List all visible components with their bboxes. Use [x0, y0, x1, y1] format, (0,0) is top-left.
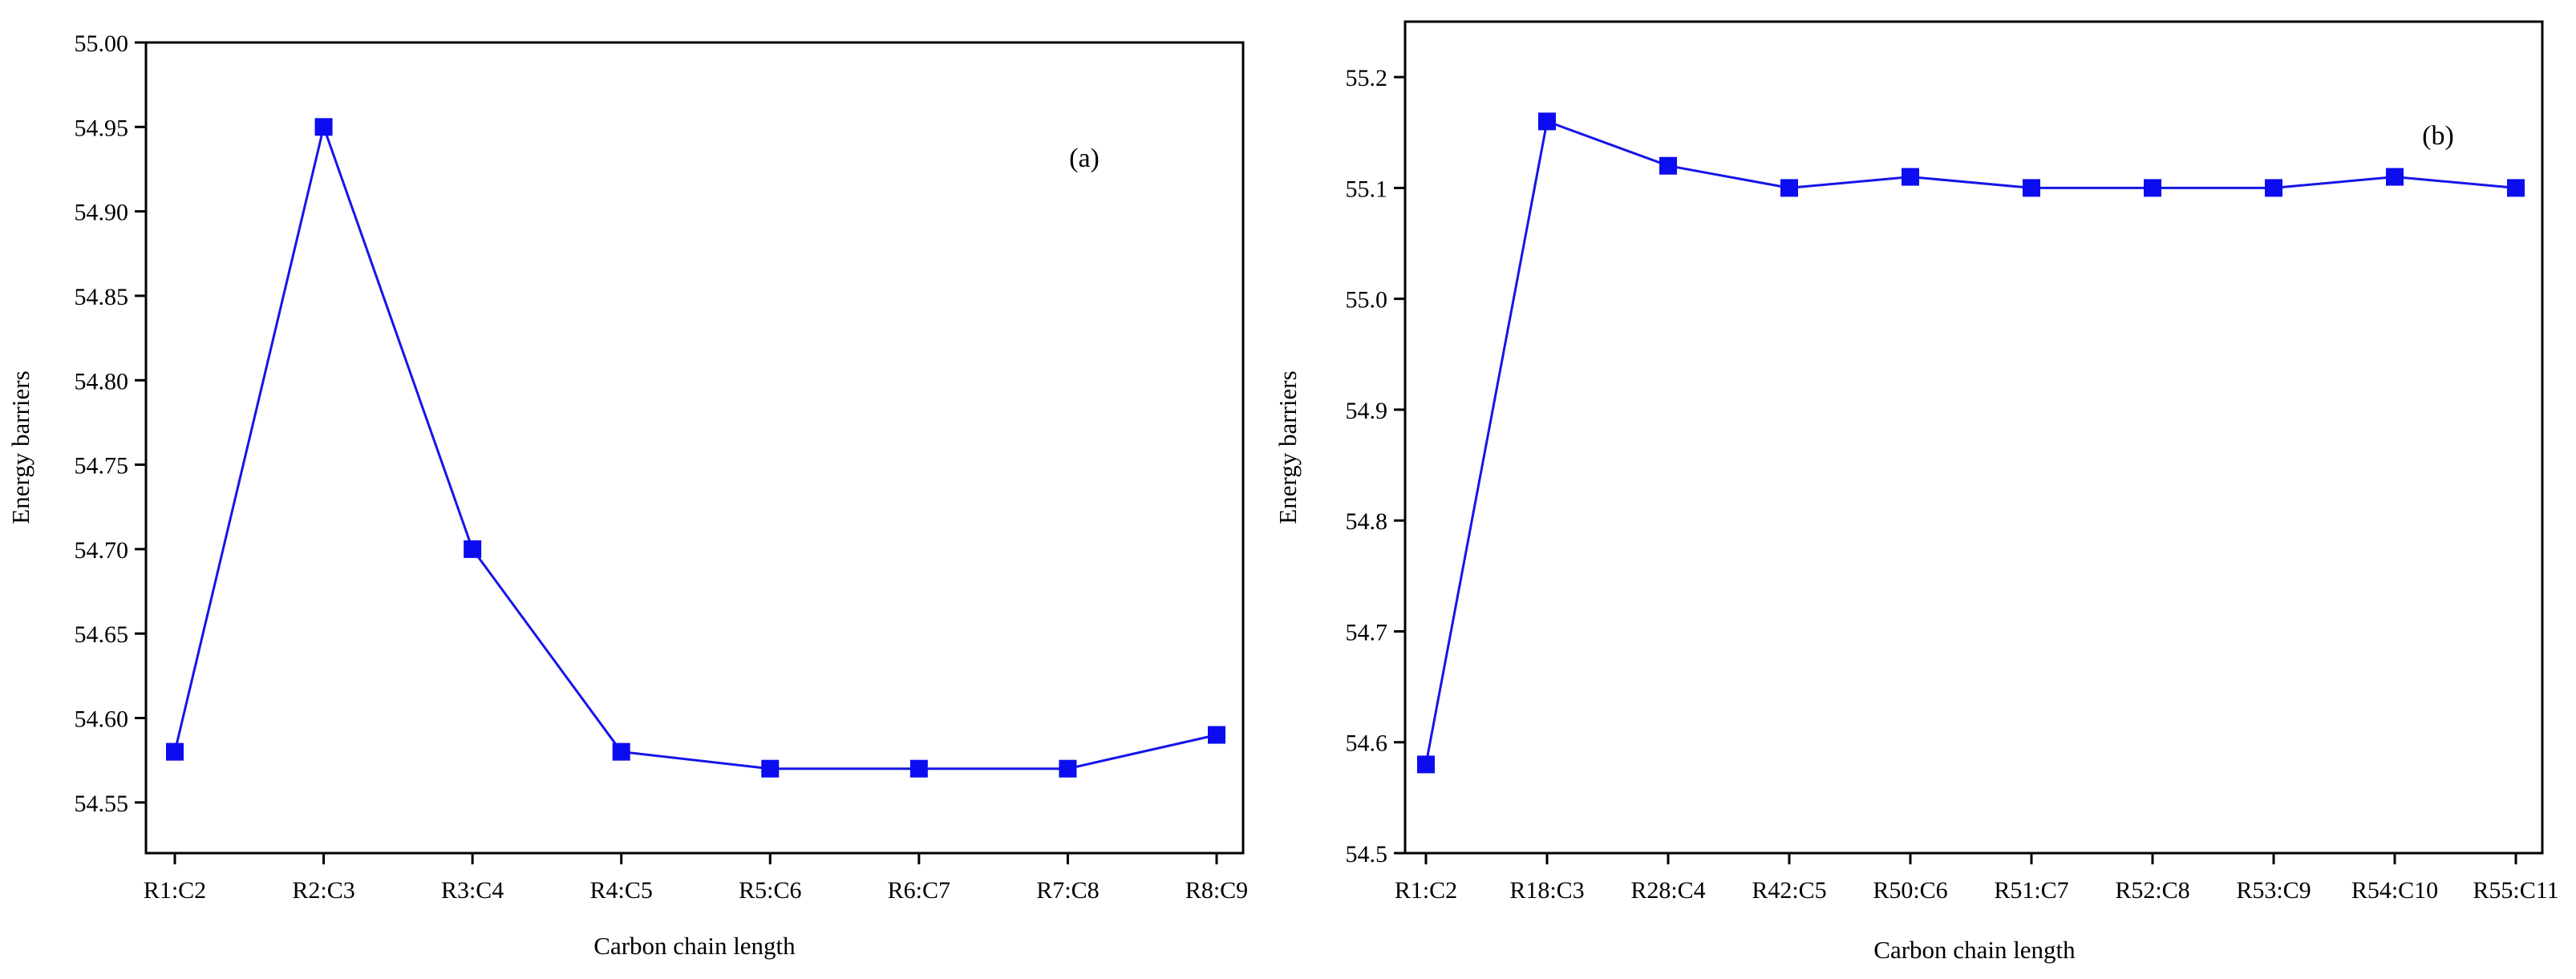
data-point-b — [1780, 179, 1798, 197]
x-axis-title-b: Carbon chain length — [1873, 936, 2076, 964]
y-tick-label-b: 55.1 — [1346, 176, 1388, 202]
series-b — [1417, 112, 2525, 774]
x-tick-label-b: R55:C11 — [2473, 877, 2558, 904]
data-point-a — [761, 759, 780, 778]
data-point-b — [2265, 179, 2282, 197]
x-tick-label-a: R1:C2 — [144, 877, 206, 904]
x-tick-label-a: R8:C9 — [1185, 877, 1248, 904]
y-tick-label-a: 54.65 — [75, 621, 129, 648]
y-tick-label-a: 54.95 — [75, 115, 129, 141]
x-tick-label-a: R5:C6 — [739, 877, 801, 904]
data-point-a — [166, 742, 184, 761]
x-tick-label-b: R18:C3 — [1509, 877, 1584, 904]
x-tick-label-b: R28:C4 — [1630, 877, 1705, 904]
data-point-b — [1659, 156, 1677, 175]
y-tick-label-a: 54.80 — [75, 368, 129, 394]
y-axis-b: 54.5 54.6 54.7 54.8 54.9 55.0 55.1 55.2 — [1346, 65, 1405, 868]
x-tick-label-b: R1:C2 — [1395, 877, 1457, 904]
y-tick-label-a: 55.00 — [75, 30, 129, 57]
x-tick-label-b: R54:C10 — [2351, 877, 2438, 904]
plot-frame-b — [1403, 20, 2544, 855]
x-tick-label-b: R52:C8 — [2115, 877, 2189, 904]
y-axis-title-b: Energy barriers — [1274, 370, 1302, 524]
data-point-a — [464, 540, 482, 558]
y-tick-label-a: 54.75 — [75, 453, 129, 479]
y-tick-label-a: 54.60 — [75, 706, 129, 733]
x-tick-label-a: R7:C8 — [1036, 877, 1099, 904]
x-tick-label-a: R6:C7 — [888, 877, 950, 904]
data-point-b — [2144, 179, 2161, 197]
y-tick-label-b: 54.6 — [1346, 730, 1388, 757]
y-tick-label-b: 54.7 — [1346, 619, 1388, 645]
x-tick-label-b: R53:C9 — [2236, 877, 2311, 904]
y-tick-label-b: 55.0 — [1346, 287, 1388, 314]
data-point-b — [2507, 179, 2525, 197]
y-tick-label-a: 54.55 — [75, 791, 129, 817]
data-point-a — [1208, 726, 1225, 744]
series-a — [166, 118, 1225, 778]
y-tick-label-a: 54.85 — [75, 284, 129, 310]
panel-b: 54.554.654.754.854.955.055.155.2 R1:C2 R1… — [1274, 20, 2559, 964]
x-axis-b: R1:C2 R18:C3 R28:C4 R42:C5 R50:C6 R51:C7 R52:C… — [1395, 853, 2559, 904]
y-tick-label-b: 54.9 — [1346, 398, 1388, 424]
y-axis-title-a: Energy barriers — [6, 370, 34, 524]
data-point-b — [1538, 112, 1556, 131]
x-tick-label-a: R2:C3 — [292, 877, 354, 904]
panel-a: 54.55 54.60 54.65 54.70 54.75 54.80 54.85 54.90… — [6, 30, 1248, 960]
x-tick-label-b: R51:C7 — [1994, 877, 2068, 904]
y-tick-label-a: 54.70 — [75, 537, 129, 564]
series-line-b — [1424, 119, 2517, 765]
x-axis-title-a: Carbon chain length — [593, 932, 796, 960]
data-point-b — [1417, 755, 1435, 774]
data-point-b — [2386, 168, 2404, 186]
data-point-a — [1059, 759, 1077, 778]
data-point-a — [314, 118, 333, 136]
y-tick-label-b: 54.5 — [1346, 841, 1388, 868]
y-tick-label-a: 54.90 — [75, 200, 129, 226]
panel-label-b: (b) — [2422, 121, 2454, 151]
x-tick-label-b: R42:C5 — [1752, 877, 1826, 904]
x-tick-label-a: R3:C4 — [441, 877, 504, 904]
x-tick-label-a: R4:C5 — [590, 877, 653, 904]
x-tick-label-b: R50:C6 — [1873, 877, 1947, 904]
panel-label-a: (a) — [1069, 144, 1100, 173]
x-axis-a: R1:C2 R2:C3 R3:C4 R4:C5 R5:C6 R6:C7 R7:C8 R8:C9 — [144, 853, 1248, 904]
y-axis-a: 54.55 54.60 54.65 54.70 54.75 54.80 54.85 54.90… — [75, 30, 146, 817]
plot-frame-a — [144, 41, 1245, 855]
y-tick-label-b: 54.8 — [1346, 508, 1388, 535]
data-point-b — [1902, 168, 1919, 186]
data-point-a — [909, 759, 928, 778]
series-line-a — [173, 122, 1217, 771]
data-point-b — [2023, 179, 2040, 197]
data-point-a — [612, 742, 630, 761]
y-tick-label-b: 55.2 — [1346, 65, 1388, 91]
